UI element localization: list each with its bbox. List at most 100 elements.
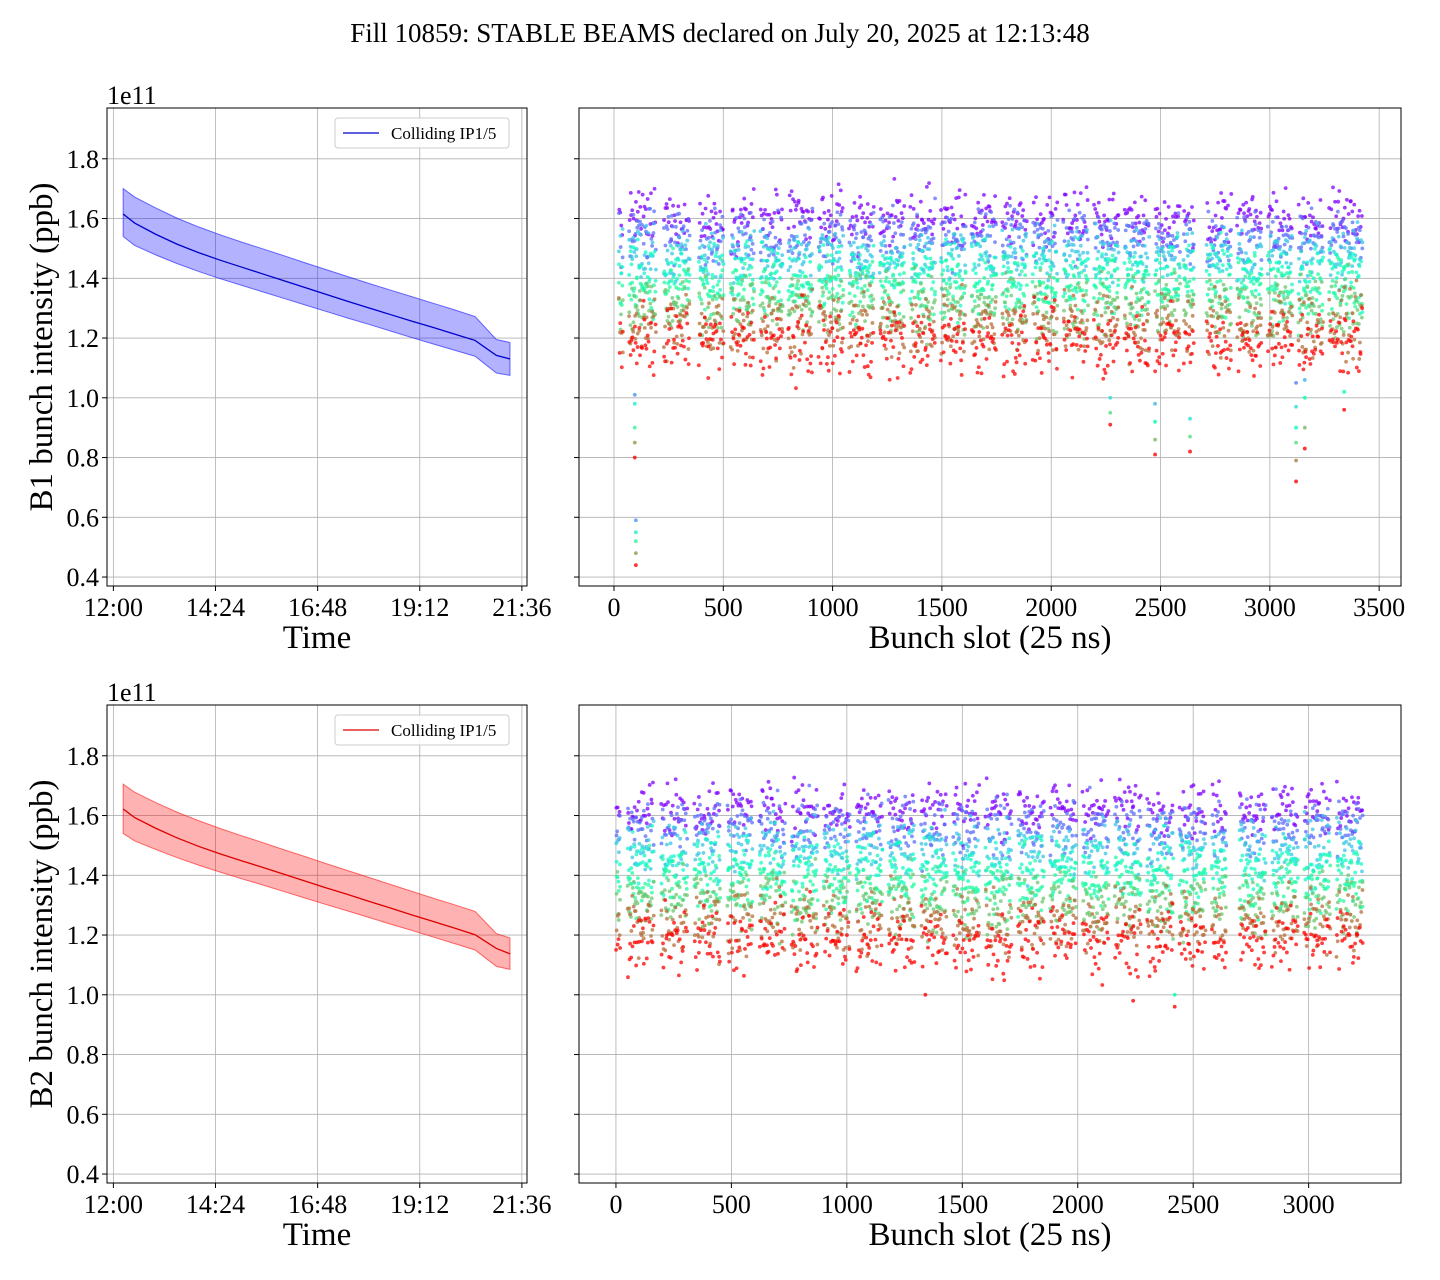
- bunch-point: [1242, 211, 1246, 216]
- bunch-point: [890, 319, 895, 324]
- bunch-point: [707, 316, 712, 321]
- bunch-point: [973, 811, 978, 816]
- bunch-point: [1223, 339, 1228, 344]
- bunch-point: [774, 356, 778, 361]
- bunch-point: [1271, 266, 1276, 271]
- bunch-point: [1102, 367, 1107, 372]
- bunch-point: [1038, 268, 1043, 272]
- bunch-point: [721, 293, 726, 298]
- bunch-point: [1013, 250, 1018, 255]
- bunch-point: [678, 247, 683, 252]
- bunch-point: [1257, 221, 1262, 226]
- bunch-point: [824, 279, 829, 284]
- bunch-point: [1359, 293, 1363, 298]
- bunch-point: [679, 343, 683, 348]
- bunch-point: [1006, 266, 1011, 270]
- bunch-point: [629, 262, 634, 267]
- bunch-point: [1177, 204, 1182, 209]
- bunch-point: [652, 249, 657, 254]
- bunch-point: [662, 345, 666, 350]
- bunch-point: [1008, 277, 1012, 282]
- bunch-point: [1251, 281, 1256, 286]
- bunch-point: [973, 271, 978, 276]
- bunch-point: [835, 335, 840, 340]
- bunch-point: [940, 340, 944, 345]
- bunch-point: [1216, 266, 1221, 271]
- bunch-point: [763, 267, 768, 272]
- bunch-point: [1360, 214, 1364, 218]
- bunch-point: [945, 303, 950, 308]
- bunch-point: [1176, 293, 1181, 298]
- bunch-point: [627, 310, 632, 315]
- bunch-point: [702, 307, 707, 312]
- bunch-point: [829, 194, 834, 198]
- x-axis-label: Bunch slot (25 ns): [869, 620, 1112, 656]
- bunch-point: [1351, 252, 1355, 257]
- bunch-point: [1014, 360, 1019, 365]
- bunch-point: [980, 223, 985, 227]
- bunch-point: [839, 279, 844, 284]
- bunch-point: [1304, 355, 1308, 360]
- bunch-point: [778, 302, 783, 307]
- bunch-point: [1282, 242, 1287, 247]
- bunch-point: [1104, 344, 1108, 348]
- bunch-point: [687, 299, 692, 304]
- bunch-point: [1358, 340, 1362, 345]
- bunch-point: [684, 292, 688, 297]
- bunch-point: [800, 783, 805, 787]
- bunch-point: [1128, 311, 1133, 316]
- bunch-point: [1069, 807, 1074, 812]
- bunch-point: [952, 327, 957, 331]
- bunch-point: [932, 341, 937, 345]
- bunch-point: [683, 286, 687, 291]
- bunch-point: [1109, 300, 1114, 305]
- bunch-point: [1084, 264, 1088, 269]
- bunch-point: [922, 244, 927, 249]
- bunch-point: [792, 224, 796, 229]
- outlier-point: [1294, 458, 1298, 463]
- x-tick-label: 3000: [1244, 593, 1296, 622]
- bunch-point: [1000, 332, 1005, 337]
- bunch-point: [1030, 280, 1035, 284]
- x-tick-label: 16:48: [288, 593, 347, 622]
- bunch-point: [868, 795, 873, 800]
- bunch-point: [665, 260, 670, 265]
- bunch-point: [1207, 335, 1212, 340]
- bunch-point: [687, 302, 692, 306]
- bunch-point: [637, 314, 642, 319]
- bunch-point: [1047, 301, 1052, 306]
- bunch-point: [1344, 359, 1348, 364]
- bunch-point: [618, 233, 623, 238]
- bunch-point: [766, 779, 771, 784]
- bunch-point: [749, 265, 754, 270]
- bunch-point: [1024, 231, 1029, 236]
- bunch-point: [865, 288, 870, 293]
- bunch-point: [1215, 235, 1220, 240]
- bunch-point: [712, 241, 717, 246]
- bunch-point: [855, 285, 860, 290]
- bunch-point: [989, 322, 994, 327]
- bunch-point: [1349, 294, 1354, 299]
- bunch-point: [617, 280, 621, 285]
- bunch-point: [979, 371, 984, 376]
- bunch-point: [972, 339, 977, 344]
- bunch-point: [676, 296, 681, 301]
- bunch-point: [1209, 282, 1214, 287]
- bunch-point: [796, 788, 801, 793]
- bunch-point: [1110, 253, 1115, 258]
- bunch-point: [1134, 291, 1139, 296]
- bunch-point: [1098, 352, 1103, 357]
- bunch-point: [1081, 804, 1086, 808]
- bunch-point: [985, 334, 990, 339]
- bunch-point: [1360, 246, 1365, 251]
- bunch-point: [1342, 277, 1347, 282]
- bunch-point: [927, 267, 932, 272]
- bunch-point: [716, 262, 721, 266]
- bunch-point: [711, 331, 716, 336]
- bunch-point: [1175, 329, 1180, 334]
- bunch-point: [1000, 243, 1005, 248]
- bunch-point: [750, 277, 755, 282]
- bunch-point: [681, 308, 686, 313]
- bunch-point: [1228, 265, 1233, 270]
- bunch-point: [876, 793, 881, 798]
